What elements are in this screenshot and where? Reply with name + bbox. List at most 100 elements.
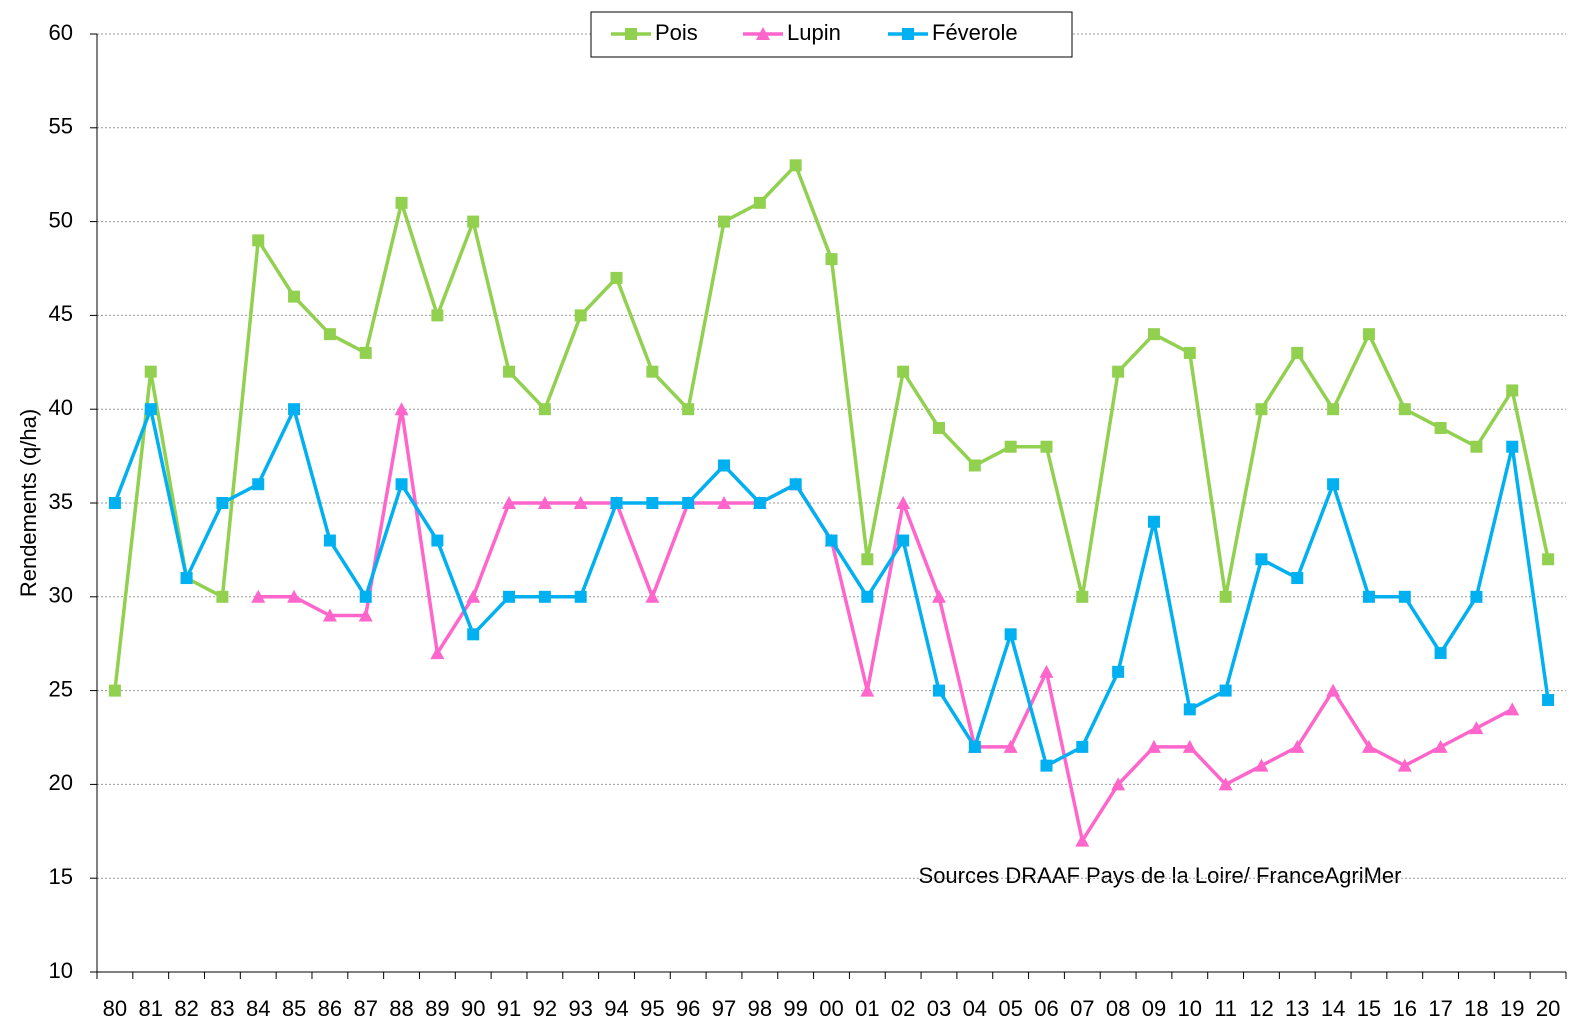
- y-tick-label: 55: [49, 114, 73, 139]
- data-point: [359, 346, 372, 359]
- x-tick-label: 92: [533, 996, 557, 1021]
- data-point: [1434, 421, 1447, 434]
- data-point: [1146, 739, 1161, 753]
- data-point: [1470, 440, 1483, 453]
- x-tick-label: 07: [1070, 996, 1094, 1021]
- data-point: [1362, 328, 1375, 341]
- data-point: [825, 534, 838, 547]
- data-point: [1291, 572, 1304, 585]
- x-tick-label: 82: [174, 996, 198, 1021]
- data-point: [430, 646, 445, 660]
- x-tick-label: 85: [282, 996, 306, 1021]
- data-point: [358, 608, 373, 622]
- y-tick-label: 25: [49, 676, 73, 701]
- data-point: [1255, 403, 1268, 416]
- data-point: [288, 290, 301, 303]
- data-point: [897, 534, 910, 547]
- x-tick-label: 97: [712, 996, 736, 1021]
- data-point: [1506, 384, 1519, 397]
- data-point: [537, 496, 552, 509]
- data-point: [646, 497, 659, 509]
- x-tick-label: 12: [1249, 996, 1273, 1021]
- x-tick-label: 17: [1428, 996, 1452, 1021]
- data-point: [503, 365, 516, 378]
- data-point: [144, 403, 157, 416]
- data-point: [252, 478, 265, 491]
- data-point: [108, 684, 121, 697]
- x-tick-label: 03: [927, 996, 951, 1021]
- x-tick-label: 09: [1142, 996, 1166, 1021]
- data-point: [574, 590, 587, 603]
- data-point: [861, 590, 874, 603]
- x-tick-label: 81: [139, 996, 163, 1021]
- data-point: [682, 403, 695, 416]
- data-point: [1255, 553, 1268, 566]
- x-tick-label: 14: [1321, 996, 1345, 1021]
- data-point: [1040, 440, 1053, 453]
- data-point: [897, 365, 910, 378]
- data-point: [431, 309, 444, 322]
- y-tick-label: 40: [49, 395, 73, 420]
- legend-label: Pois: [655, 20, 698, 45]
- data-point: [1290, 739, 1305, 753]
- data-point: [1182, 739, 1197, 753]
- x-tick-label: 02: [891, 996, 915, 1021]
- legend-label: Féverole: [932, 20, 1018, 45]
- data-point: [932, 421, 945, 434]
- data-point: [1362, 590, 1375, 603]
- data-point: [1506, 440, 1519, 453]
- data-point: [503, 590, 516, 603]
- data-point: [1434, 647, 1447, 660]
- data-point: [1147, 515, 1160, 528]
- x-tick-label: 04: [963, 996, 987, 1021]
- data-point: [1112, 365, 1125, 378]
- x-tick-label: 15: [1357, 996, 1381, 1021]
- x-tick-label: 89: [425, 996, 449, 1021]
- y-tick-label: 15: [49, 864, 73, 889]
- data-point: [1111, 777, 1126, 791]
- legend: Pois Lupin Féverole: [590, 11, 1073, 58]
- data-point: [789, 159, 802, 172]
- series-line: [258, 407, 1514, 843]
- x-tick-label: 06: [1034, 996, 1058, 1021]
- y-axis-label: Rendements (q/ha): [16, 409, 41, 597]
- data-point: [1470, 590, 1483, 603]
- data-point: [931, 589, 946, 603]
- data-point: [1076, 740, 1089, 753]
- series-line: [113, 407, 1550, 768]
- x-tick-label: 11: [1214, 996, 1237, 1021]
- data-point: [682, 497, 695, 509]
- data-point: [395, 196, 408, 209]
- data-point: [645, 589, 660, 603]
- y-tick-label: 10: [49, 958, 73, 983]
- data-point: [717, 496, 732, 509]
- data-point: [359, 590, 372, 603]
- data-point: [144, 365, 157, 378]
- data-point: [1003, 739, 1018, 753]
- x-tick-label: 95: [640, 996, 664, 1021]
- data-point: [467, 215, 480, 228]
- x-tick-label: 10: [1178, 996, 1202, 1021]
- x-tick-label: 94: [604, 996, 628, 1021]
- data-point: [1183, 703, 1196, 716]
- data-point: [753, 497, 766, 509]
- data-point: [395, 478, 408, 491]
- x-tick-label: 99: [783, 996, 807, 1021]
- annotation: Sources DRAAF Pays de la Loire/ FranceAg…: [919, 863, 1402, 888]
- data-point: [538, 590, 551, 603]
- data-point: [1076, 590, 1089, 603]
- data-point: [1327, 478, 1340, 491]
- x-tick-label: 05: [998, 996, 1022, 1021]
- data-point: [502, 496, 517, 509]
- x-tick-label: 08: [1106, 996, 1130, 1021]
- x-tick-label: 86: [318, 996, 342, 1021]
- data-point: [573, 496, 588, 509]
- legend-marker: [756, 27, 770, 40]
- data-point: [1254, 758, 1269, 772]
- data-point: [288, 403, 301, 416]
- data-point: [466, 589, 481, 603]
- x-tick-label: 13: [1285, 996, 1309, 1021]
- data-point: [1361, 739, 1376, 753]
- x-tick-label: 88: [389, 996, 413, 1021]
- data-point: [1183, 346, 1196, 359]
